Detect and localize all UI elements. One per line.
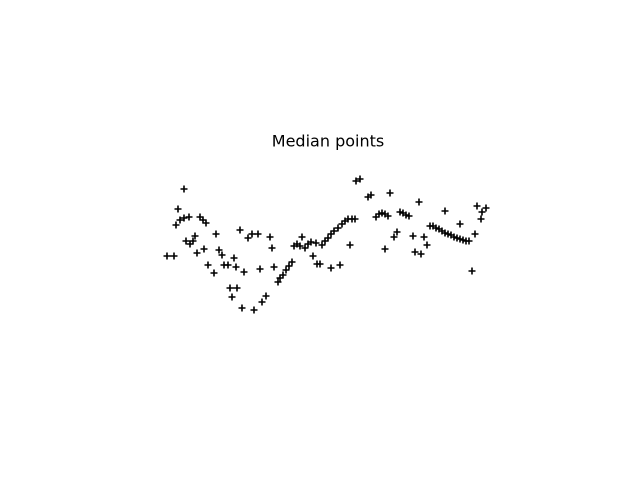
point (232, 263, 240, 271)
point (327, 264, 335, 272)
point (240, 268, 248, 276)
point (465, 237, 473, 245)
point (274, 278, 282, 286)
point (346, 241, 354, 249)
point (244, 234, 252, 242)
point (288, 258, 296, 266)
point (270, 263, 278, 271)
point (212, 230, 220, 238)
point (226, 284, 234, 292)
point (282, 266, 290, 274)
point (236, 226, 244, 234)
point (478, 208, 486, 216)
point (334, 224, 342, 232)
point (352, 177, 360, 185)
point (248, 230, 256, 238)
point (482, 204, 490, 212)
point (266, 233, 274, 241)
point (473, 202, 481, 210)
point (351, 215, 359, 223)
point (330, 227, 338, 235)
point (296, 242, 304, 250)
point (386, 189, 394, 197)
point (309, 252, 317, 260)
point (230, 254, 238, 262)
point (262, 292, 270, 300)
point (417, 250, 425, 258)
point (336, 261, 344, 269)
point (390, 233, 398, 241)
point (185, 213, 193, 221)
point (180, 214, 188, 222)
point (285, 262, 293, 270)
point (301, 244, 309, 252)
point (411, 248, 419, 256)
point (200, 245, 208, 253)
point (441, 207, 449, 215)
point (163, 252, 171, 260)
point (218, 251, 226, 259)
point (367, 191, 375, 199)
point (256, 265, 264, 273)
point (318, 241, 326, 249)
point (250, 306, 258, 314)
point (409, 232, 417, 240)
chart-title: Median points (272, 132, 384, 151)
point (279, 271, 287, 279)
point (381, 245, 389, 253)
point (202, 219, 210, 227)
point (258, 298, 266, 306)
point (191, 232, 199, 240)
point (268, 244, 276, 252)
point (176, 216, 184, 224)
point (298, 233, 306, 241)
point (180, 185, 188, 193)
point (174, 205, 182, 213)
point (210, 269, 218, 277)
point (393, 228, 401, 236)
point (204, 261, 212, 269)
point (384, 212, 392, 220)
point (172, 221, 180, 229)
point (182, 237, 190, 245)
point (405, 212, 413, 220)
point (468, 267, 476, 275)
point (423, 241, 431, 249)
point (471, 230, 479, 238)
point (312, 239, 320, 247)
point (456, 220, 464, 228)
point (228, 293, 236, 301)
point (238, 304, 246, 312)
point (356, 175, 364, 183)
point (193, 249, 201, 257)
point (307, 238, 315, 246)
point (170, 252, 178, 260)
point (189, 237, 197, 245)
point (224, 261, 232, 269)
point (316, 260, 324, 268)
point (254, 230, 262, 238)
point (324, 234, 332, 242)
point (415, 198, 423, 206)
point (233, 284, 241, 292)
point (215, 246, 223, 254)
point (420, 233, 428, 241)
point (477, 215, 485, 223)
